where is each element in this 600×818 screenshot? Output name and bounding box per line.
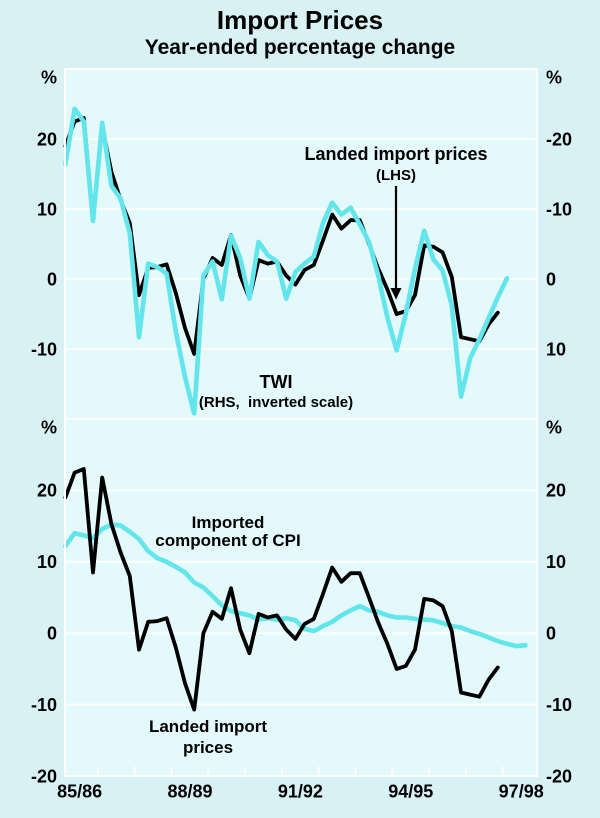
annotation-cpi-line2: component of CPI — [155, 531, 301, 550]
x-axis-label-94-95: 94/95 — [388, 781, 433, 801]
x-axis-label-97-98: 97/98 — [499, 781, 544, 801]
axis-label-right-bottom--20: -20 — [546, 766, 572, 786]
series-landed-import-prices-bottom — [63, 467, 500, 712]
axis-label-left-bottom-20: 20 — [37, 481, 57, 501]
axis-unit-left-bottom: % — [41, 417, 57, 437]
x-axis-label-91-92: 91/92 — [278, 781, 323, 801]
annotation-arrow-head — [390, 288, 402, 300]
axis-label-right-top--20: -20 — [546, 129, 572, 149]
axis-label-right-bottom--10: -10 — [546, 695, 572, 715]
chart-subtitle: Year-ended percentage change — [144, 36, 456, 59]
axis-label-left-top-10: 10 — [37, 199, 57, 219]
axis-label-right-bottom-0: 0 — [546, 624, 556, 644]
annotation-landed-bottom-line2: prices — [182, 738, 234, 757]
axis-unit-left-top: % — [41, 67, 57, 87]
chart-title: Import Prices — [216, 5, 384, 35]
panel-bottom-background — [65, 419, 537, 776]
annotation-twi-line2: (RHS, inverted scale) — [198, 394, 354, 411]
series-landed-import-prices-top — [63, 116, 500, 356]
axis-label-right-bottom-10: 10 — [546, 552, 566, 572]
panel-bottom-border — [64, 418, 538, 777]
x-axis-label-85-86: 85/86 — [57, 781, 102, 801]
axis-label-right-bottom-20: 20 — [546, 481, 566, 501]
x-axis-label-88-89: 88/89 — [167, 781, 212, 801]
annotation-cpi-line1: Imported — [191, 513, 265, 532]
axis-label-left-bottom-0: 0 — [47, 624, 57, 644]
axis-label-left-bottom--10: -10 — [31, 695, 57, 715]
axis-label-right-top-10: 10 — [546, 339, 566, 359]
axis-label-left-bottom--20: -20 — [31, 766, 57, 786]
annotation-twi-line1: TWI — [259, 372, 293, 392]
axis-label-left-bottom-10: 10 — [37, 552, 57, 572]
axis-label-right-top-0: 0 — [546, 269, 556, 289]
series-twi-top — [63, 106, 510, 416]
axis-label-left-top-0: 0 — [47, 269, 57, 289]
annotation-landed-lhs-line2: (LHS) — [376, 167, 416, 184]
annotation-landed-lhs-line1: Landed import prices — [304, 144, 488, 164]
annotation-landed-bottom-line1: Landed import — [148, 717, 268, 736]
axis-label-left-top-20: 20 — [37, 129, 57, 149]
axis-unit-right-bottom: % — [546, 417, 562, 437]
axis-label-right-top--10: -10 — [546, 199, 572, 219]
axis-label-left-top--10: -10 — [31, 339, 57, 359]
axis-unit-right-top: % — [546, 67, 562, 87]
